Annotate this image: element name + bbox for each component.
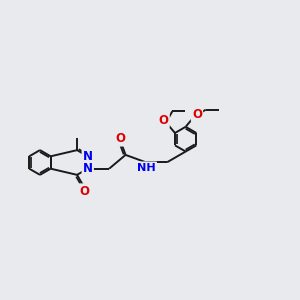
Text: N: N [83, 150, 93, 163]
Text: O: O [116, 132, 126, 146]
Text: O: O [79, 184, 89, 197]
Text: NH: NH [137, 163, 156, 172]
Text: O: O [192, 108, 202, 121]
Text: O: O [159, 114, 169, 127]
Text: N: N [83, 162, 93, 175]
